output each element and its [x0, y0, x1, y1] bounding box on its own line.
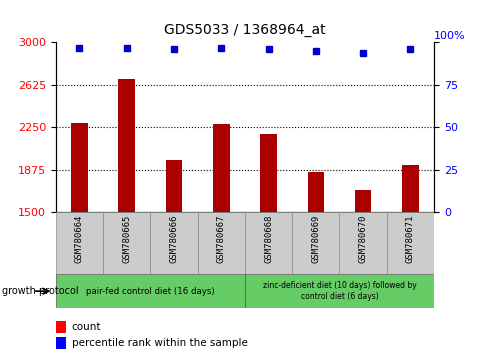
Title: GDS5033 / 1368964_at: GDS5033 / 1368964_at: [164, 23, 325, 37]
Bar: [56, 274, 244, 308]
Text: pair-fed control diet (16 days): pair-fed control diet (16 days): [86, 287, 214, 296]
Bar: [260, 134, 276, 212]
Text: growth protocol: growth protocol: [2, 286, 79, 296]
Text: GSM780670: GSM780670: [358, 214, 367, 263]
Bar: [291, 212, 339, 274]
Text: zinc-deficient diet (10 days) followed by
control diet (6 days): zinc-deficient diet (10 days) followed b…: [262, 281, 416, 301]
Text: 100%: 100%: [433, 31, 465, 41]
Bar: [56, 212, 103, 274]
Text: GSM780666: GSM780666: [169, 214, 178, 263]
Bar: [166, 160, 182, 212]
Bar: [56, 337, 66, 349]
Text: percentile rank within the sample: percentile rank within the sample: [72, 338, 247, 348]
Text: GSM780664: GSM780664: [75, 214, 84, 263]
Bar: [339, 212, 386, 274]
Bar: [197, 212, 244, 274]
Bar: [56, 321, 66, 333]
Bar: [386, 212, 433, 274]
Bar: [103, 212, 150, 274]
Bar: [212, 124, 229, 212]
Text: GSM780665: GSM780665: [122, 214, 131, 263]
Text: GSM780668: GSM780668: [263, 214, 272, 263]
Bar: [401, 165, 418, 212]
Bar: [71, 123, 88, 212]
Bar: [307, 172, 323, 212]
Text: GSM780669: GSM780669: [311, 214, 320, 263]
Bar: [244, 212, 291, 274]
Text: GSM780667: GSM780667: [216, 214, 226, 263]
Bar: [118, 79, 135, 212]
Bar: [150, 212, 197, 274]
Text: count: count: [72, 322, 101, 332]
Bar: [244, 274, 433, 308]
Text: GSM780671: GSM780671: [405, 214, 414, 263]
Bar: [354, 190, 371, 212]
